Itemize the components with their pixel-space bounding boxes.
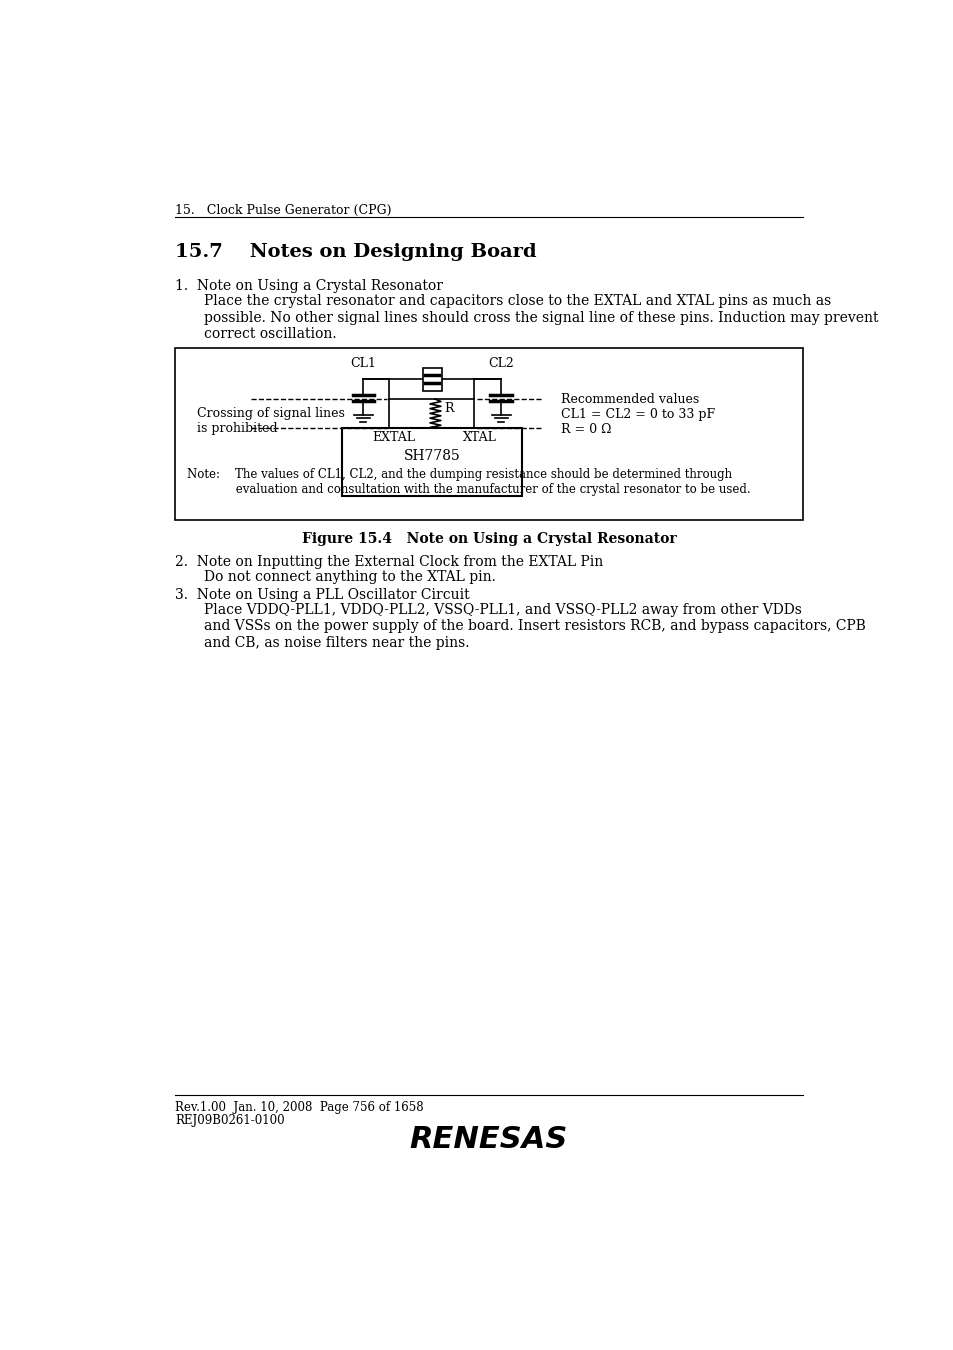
Text: Figure 15.4   Note on Using a Crystal Resonator: Figure 15.4 Note on Using a Crystal Reso… bbox=[301, 532, 676, 545]
Text: 1.  Note on Using a Crystal Resonator: 1. Note on Using a Crystal Resonator bbox=[174, 279, 442, 293]
Text: CL2: CL2 bbox=[488, 356, 514, 370]
Text: 15.   Clock Pulse Generator (CPG): 15. Clock Pulse Generator (CPG) bbox=[174, 204, 391, 217]
Bar bbox=[422, 367, 441, 390]
Bar bbox=[342, 428, 521, 497]
Text: 15.7    Notes on Designing Board: 15.7 Notes on Designing Board bbox=[174, 243, 537, 261]
Text: XTAL: XTAL bbox=[462, 431, 496, 444]
Bar bbox=[174, 348, 802, 520]
Text: 3.  Note on Using a PLL Oscillator Circuit: 3. Note on Using a PLL Oscillator Circui… bbox=[174, 587, 469, 602]
Text: RENESAS: RENESAS bbox=[409, 1125, 568, 1153]
Text: Note:    The values of CL1, CL2, and the dumping resistance should be determined: Note: The values of CL1, CL2, and the du… bbox=[187, 467, 749, 495]
Text: Do not connect anything to the XTAL pin.: Do not connect anything to the XTAL pin. bbox=[204, 570, 496, 585]
Text: Rev.1.00  Jan. 10, 2008  Page 756 of 1658: Rev.1.00 Jan. 10, 2008 Page 756 of 1658 bbox=[174, 1102, 423, 1114]
Text: Recommended values
CL1 = CL2 = 0 to 33 pF
R = 0 Ω: Recommended values CL1 = CL2 = 0 to 33 p… bbox=[560, 393, 715, 436]
Text: EXTAL: EXTAL bbox=[372, 431, 415, 444]
Text: Place VDDQ-PLL1, VDDQ-PLL2, VSSQ-PLL1, and VSSQ-PLL2 away from other VDDs
and VS: Place VDDQ-PLL1, VDDQ-PLL2, VSSQ-PLL1, a… bbox=[204, 603, 865, 649]
Text: SH7785: SH7785 bbox=[403, 448, 460, 463]
Text: Crossing of signal lines
is prohibited: Crossing of signal lines is prohibited bbox=[196, 406, 344, 435]
Text: REJ09B0261-0100: REJ09B0261-0100 bbox=[174, 1115, 284, 1127]
Text: Place the crystal resonator and capacitors close to the EXTAL and XTAL pins as m: Place the crystal resonator and capacito… bbox=[204, 294, 878, 340]
Text: CL1: CL1 bbox=[350, 356, 375, 370]
Text: R: R bbox=[444, 402, 454, 416]
Text: 2.  Note on Inputting the External Clock from the EXTAL Pin: 2. Note on Inputting the External Clock … bbox=[174, 555, 602, 568]
